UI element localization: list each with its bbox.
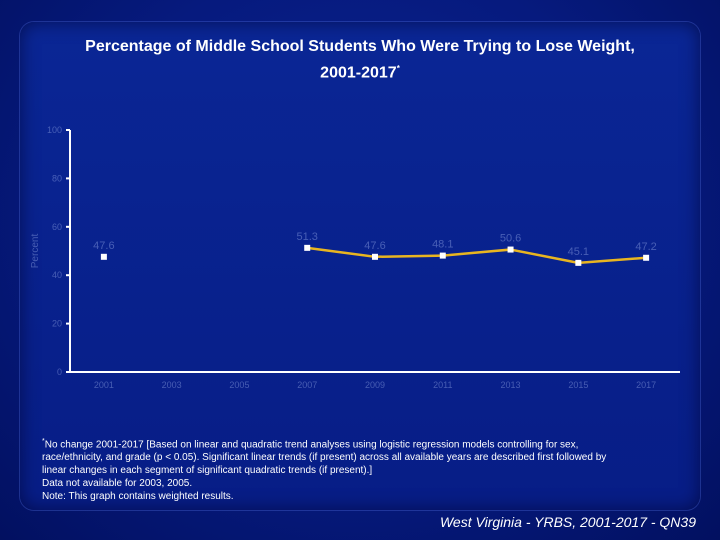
source-caption: West Virginia - YRBS, 2001-2017 - QN39 bbox=[439, 514, 696, 530]
x-tick-label: 2017 bbox=[636, 380, 656, 390]
title-line-1: Percentage of Middle School Students Who… bbox=[85, 38, 635, 55]
footnote: *No change 2001-2017 [Based on linear an… bbox=[42, 435, 682, 503]
data-label: 50.6 bbox=[500, 233, 521, 245]
data-point bbox=[643, 254, 650, 261]
title-years: 2001-2017 bbox=[320, 64, 397, 82]
data-point bbox=[304, 244, 311, 251]
series-line-segment bbox=[307, 246, 376, 259]
y-axis-title: Percent bbox=[30, 234, 41, 269]
title-footnote-mark: * bbox=[396, 64, 400, 73]
title-line-2: 2001-2017* bbox=[40, 58, 680, 84]
series-line-segment bbox=[510, 248, 579, 265]
footnote-line-3: linear changes in each segment of signif… bbox=[42, 465, 373, 477]
x-tick-label: 2013 bbox=[501, 380, 521, 390]
x-tick-label: 2001 bbox=[94, 380, 114, 390]
x-tick-label: 2003 bbox=[162, 380, 182, 390]
data-point bbox=[100, 253, 107, 260]
series-line-segment bbox=[442, 248, 511, 257]
x-tick-label: 2015 bbox=[568, 380, 588, 390]
y-tick-label: 60 bbox=[52, 222, 62, 232]
series-line-segment bbox=[374, 254, 443, 259]
footnote-mark: * bbox=[42, 438, 45, 445]
data-label: 47.2 bbox=[635, 241, 656, 253]
footnote-line-4: Data not available for 2003, 2005. bbox=[42, 478, 193, 490]
y-tick-label: 80 bbox=[52, 173, 62, 183]
y-tick-label: 20 bbox=[52, 319, 62, 329]
data-label: 48.1 bbox=[432, 239, 453, 251]
data-point bbox=[439, 252, 446, 259]
footnote-line-2: race/ethnicity, and grade (p < 0.05). Si… bbox=[42, 452, 607, 464]
y-tick-label: 0 bbox=[57, 367, 62, 377]
data-label: 45.1 bbox=[568, 246, 589, 258]
x-tick-label: 2011 bbox=[433, 380, 452, 390]
data-label: 51.3 bbox=[297, 231, 318, 243]
data-label: 47.6 bbox=[364, 240, 385, 252]
x-tick-label: 2005 bbox=[229, 380, 249, 390]
x-tick-label: 2009 bbox=[365, 380, 385, 390]
x-tick-label: 2007 bbox=[297, 380, 317, 390]
y-tick-label: 40 bbox=[52, 270, 62, 280]
data-point bbox=[575, 259, 582, 266]
data-point bbox=[507, 246, 514, 253]
chart-title: Percentage of Middle School Students Who… bbox=[40, 36, 680, 84]
series-line-segment bbox=[578, 256, 647, 265]
data-label: 47.6 bbox=[93, 240, 114, 252]
data-point bbox=[372, 253, 378, 260]
footnote-line-1: *No change 2001-2017 [Based on linear an… bbox=[42, 438, 579, 451]
content-panel bbox=[20, 22, 700, 510]
y-tick-label: 100 bbox=[47, 125, 62, 135]
footnote-line-5: Note: This graph contains weighted resul… bbox=[42, 491, 234, 503]
